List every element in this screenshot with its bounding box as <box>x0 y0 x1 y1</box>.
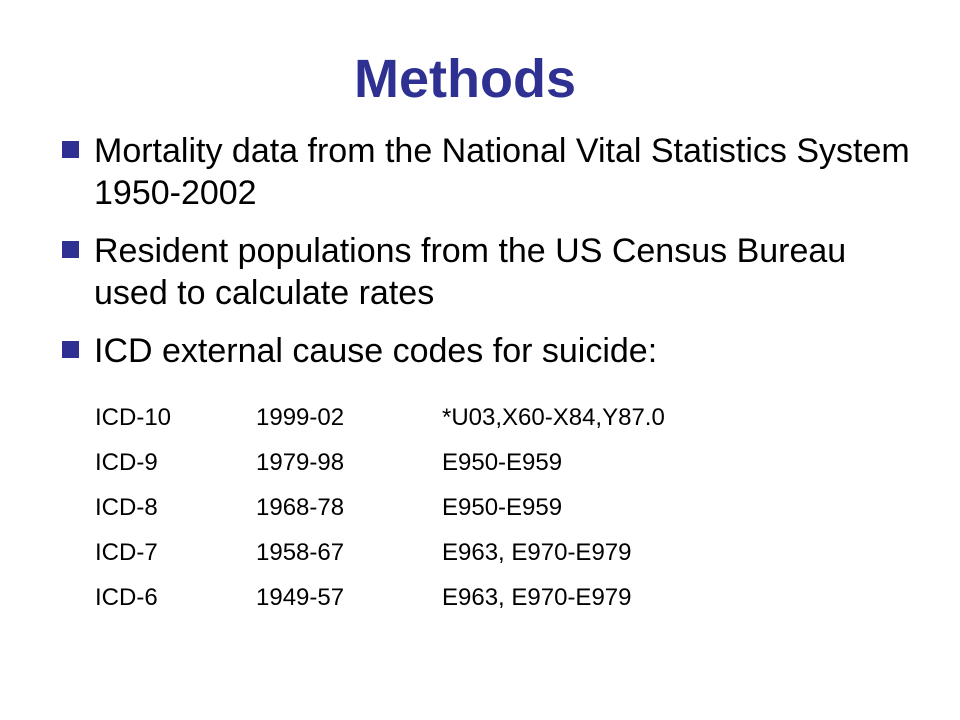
icd-codes: *U03,X60-X84,Y87.0 <box>442 404 665 431</box>
icd-revision: ICD-6 <box>95 584 158 611</box>
bullet-text: ICD external cause codes for suicide: <box>94 332 658 370</box>
icd-codes: E950-E959 <box>442 449 563 476</box>
square-bullet-icon <box>62 141 79 158</box>
icd-codes: E963, E970-E979 <box>442 539 632 566</box>
square-bullet-icon <box>62 341 79 358</box>
icd-years: 1999-02 <box>256 404 345 431</box>
table-row: ICD-6 1949-57 E963, E970-E979 <box>95 584 915 629</box>
bullet-text: Resident populations from the US Census … <box>94 232 847 312</box>
square-bullet-icon <box>62 241 79 258</box>
icd-years: 1958-67 <box>256 539 345 566</box>
table-row: ICD-7 1958-67 E963, E970-E979 <box>95 539 915 584</box>
icd-years: 1968-78 <box>256 494 345 521</box>
icd-codes: E963, E970-E979 <box>442 584 632 611</box>
bullet-text: Mortality data from the National Vital S… <box>94 132 910 212</box>
icd-revision: ICD-10 <box>95 404 172 431</box>
icd-revision: ICD-8 <box>95 494 158 521</box>
table-row: ICD-9 1979-98 E950-E959 <box>95 449 915 494</box>
bullet-item: Resident populations from the US Census … <box>60 230 920 314</box>
icd-revision: ICD-7 <box>95 539 158 566</box>
bullet-item: Mortality data from the National Vital S… <box>60 130 920 214</box>
icd-years: 1979-98 <box>256 449 345 476</box>
table-row: ICD-8 1968-78 E950-E959 <box>95 494 915 539</box>
bullet-list: Mortality data from the National Vital S… <box>60 130 920 388</box>
icd-codes: E950-E959 <box>442 494 563 521</box>
slide-title: Methods <box>354 49 576 109</box>
bullet-item: ICD external cause codes for suicide: <box>60 330 920 372</box>
icd-years: 1949-57 <box>256 584 345 611</box>
icd-revision: ICD-9 <box>95 449 158 476</box>
table-row: ICD-10 1999-02 *U03,X60-X84,Y87.0 <box>95 404 915 449</box>
icd-code-table: ICD-10 1999-02 *U03,X60-X84,Y87.0 ICD-9 … <box>95 404 915 629</box>
